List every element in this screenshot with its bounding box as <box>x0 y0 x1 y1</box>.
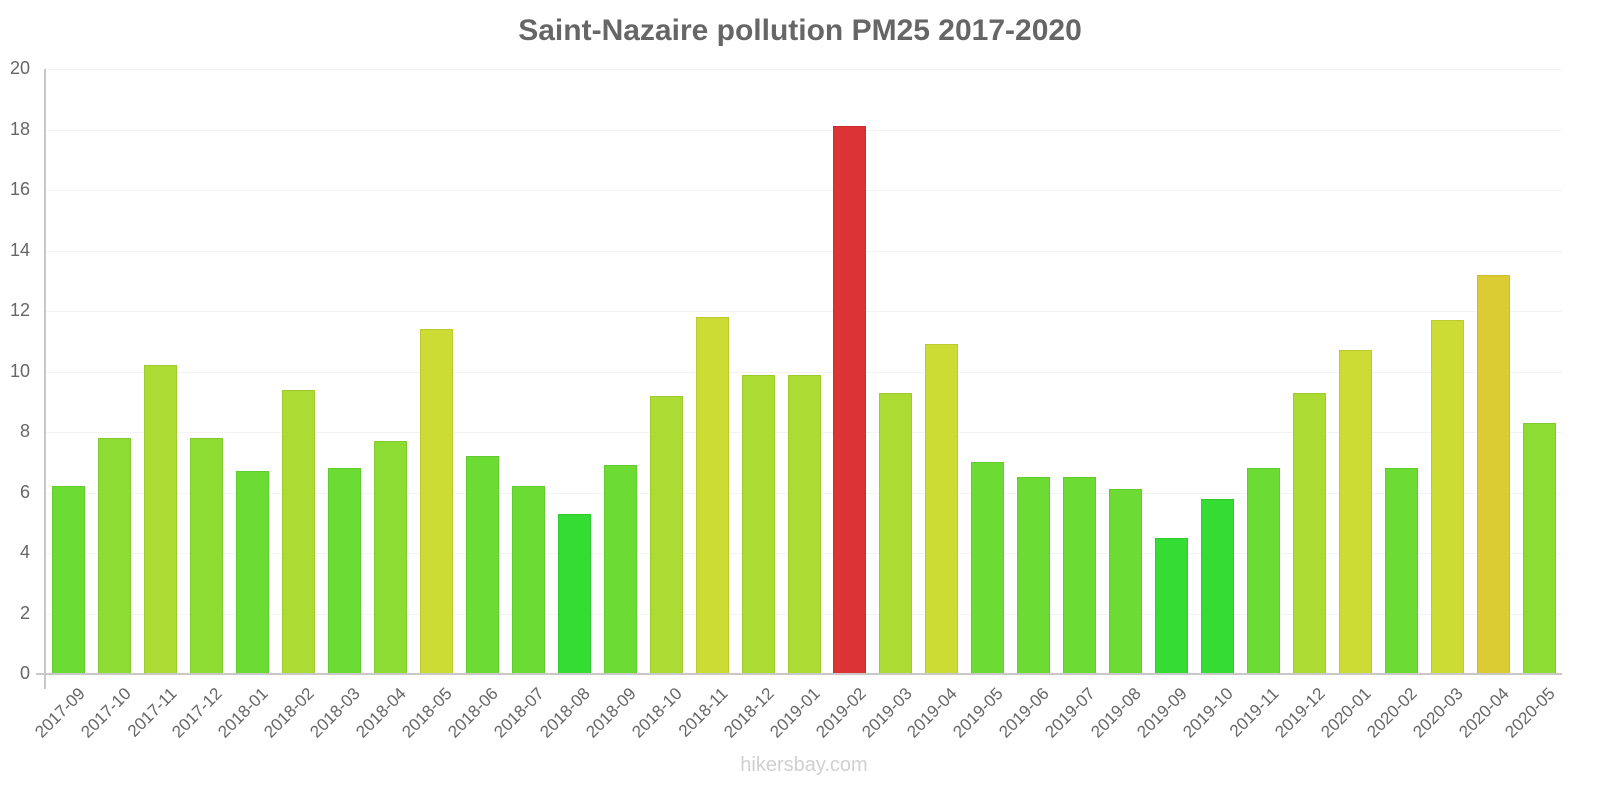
gridline <box>46 129 1562 131</box>
bar-2020-01[interactable] <box>1338 350 1372 674</box>
x-tick-label: 2018-06 <box>444 684 502 742</box>
bar-2017-10[interactable] <box>98 438 132 674</box>
x-tick-label: 2020-02 <box>1363 684 1421 742</box>
chart-title: Saint-Nazaire pollution PM25 2017-2020 <box>518 14 1082 47</box>
gridline <box>46 69 1562 70</box>
bar-2018-04[interactable] <box>374 441 408 674</box>
x-tick-label: 2018-04 <box>352 684 410 742</box>
x-tick-label: 2019-05 <box>949 684 1008 742</box>
bar-2019-03[interactable] <box>879 392 913 674</box>
y-tick-label: 0 <box>19 663 30 683</box>
gridline <box>46 371 1562 373</box>
bar-2019-12[interactable] <box>1292 392 1326 674</box>
x-axis-line <box>36 673 1562 675</box>
x-tick-label: 2018-03 <box>306 684 365 742</box>
x-tick-label: 2019-06 <box>995 684 1054 742</box>
bar-2019-08[interactable] <box>1109 489 1143 674</box>
bar-2019-10[interactable] <box>1200 498 1234 674</box>
bar-2019-05[interactable] <box>971 462 1005 674</box>
bar-2018-09[interactable] <box>603 465 637 674</box>
x-tick-label: 2017-12 <box>168 684 227 742</box>
y-tick-label: 14 <box>9 239 30 260</box>
bar-2018-02[interactable] <box>282 389 316 674</box>
x-tick-label: 2018-12 <box>719 684 778 742</box>
bar-2018-05[interactable] <box>419 329 453 674</box>
y-tick-label: 8 <box>19 421 30 441</box>
x-tick-label: 2020-03 <box>1409 684 1467 742</box>
y-tick-label: 4 <box>19 542 30 562</box>
x-tick-label: 2018-02 <box>260 684 319 742</box>
x-tick-label: 2019-01 <box>765 684 824 742</box>
x-tick-label: 2019-04 <box>903 684 962 742</box>
bar-2020-04[interactable] <box>1476 274 1510 674</box>
bar-2018-12[interactable] <box>741 374 775 674</box>
bar-2019-01[interactable] <box>787 374 821 674</box>
y-tick-label: 2 <box>19 602 30 623</box>
bar-2019-11[interactable] <box>1246 468 1280 674</box>
y-axis-line <box>44 69 46 689</box>
y-tick-label: 6 <box>19 481 30 502</box>
x-tick-label: 2020-05 <box>1500 684 1559 742</box>
bar-2018-06[interactable] <box>465 456 499 674</box>
gridline <box>46 311 1562 312</box>
bar-2017-11[interactable] <box>144 365 178 674</box>
x-tick-label: 2019-12 <box>1271 684 1329 742</box>
x-tick-label: 2018-07 <box>490 684 548 742</box>
bar-2020-03[interactable] <box>1430 320 1464 674</box>
x-tick-label: 2018-01 <box>214 684 273 742</box>
bar-2017-09[interactable] <box>52 486 86 674</box>
y-tick-label: 20 <box>9 58 30 78</box>
bar-2018-01[interactable] <box>236 471 270 674</box>
x-tick-label: 2019-02 <box>811 684 870 742</box>
bar-2020-05[interactable] <box>1522 422 1556 674</box>
x-tick-label: 2018-09 <box>582 684 640 742</box>
x-tick-label: 2018-11 <box>674 684 732 741</box>
x-tick-label: 2018-08 <box>536 684 594 742</box>
x-tick-label: 2019-07 <box>1041 684 1100 742</box>
gridline <box>46 250 1562 252</box>
x-tick-label: 2019-09 <box>1133 684 1191 742</box>
bar-2019-02[interactable] <box>833 126 867 674</box>
x-tick-label: 2018-10 <box>628 684 686 742</box>
bar-2019-07[interactable] <box>1063 477 1097 674</box>
y-tick-label: 12 <box>9 300 30 320</box>
bar-2017-12[interactable] <box>190 438 224 674</box>
x-tick-label: 2020-04 <box>1454 684 1513 742</box>
x-tick-label: 2019-08 <box>1087 684 1146 742</box>
bar-2020-02[interactable] <box>1384 468 1418 674</box>
bar-2019-06[interactable] <box>1017 477 1051 674</box>
bar-2018-10[interactable] <box>649 395 683 674</box>
x-tick-label: 2018-05 <box>398 684 456 742</box>
gridline <box>46 190 1562 191</box>
y-tick-label: 16 <box>9 179 30 199</box>
watermark: hikersbay.com <box>740 754 868 776</box>
y-tick-label: 18 <box>9 118 30 139</box>
bar-2019-04[interactable] <box>925 344 959 674</box>
x-tick-label: 2019-10 <box>1179 684 1237 742</box>
x-tick-label: 2020-01 <box>1317 684 1375 742</box>
bar-2018-08[interactable] <box>557 513 591 674</box>
bar-2018-03[interactable] <box>328 468 362 674</box>
bar-2019-09[interactable] <box>1155 537 1188 674</box>
x-tick-label: 2019-03 <box>857 684 916 742</box>
bar-2018-11[interactable] <box>695 317 729 674</box>
y-tick-label: 10 <box>9 360 30 381</box>
plot-area <box>46 69 1562 674</box>
x-tick-label: 2017-10 <box>76 684 135 742</box>
bar-2018-07[interactable] <box>511 486 545 674</box>
x-tick-label: 2017-09 <box>30 684 89 742</box>
